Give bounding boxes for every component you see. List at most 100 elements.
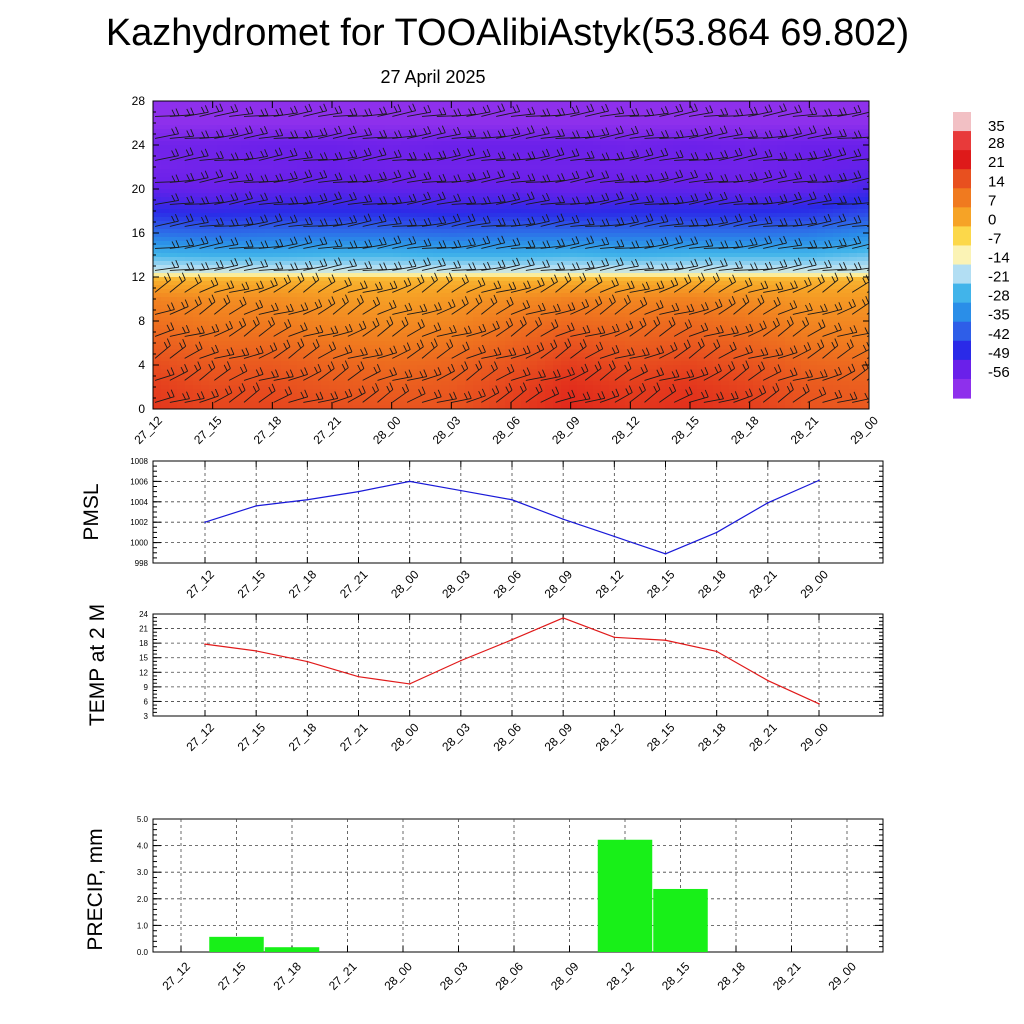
heat-cell [177,341,186,346]
heat-cell [313,185,322,190]
heat-cell [241,129,250,134]
heat-cell [185,381,194,386]
heat-cell [297,129,306,134]
heat-cell [169,137,178,142]
heat-cell [281,337,290,342]
heat-cell [369,301,378,306]
heat-cell [369,253,378,258]
heat-cell [513,273,522,278]
heat-cell [417,381,426,386]
heat-cell [457,249,466,254]
heat-cell [609,329,618,334]
heat-cell [305,305,314,310]
heat-cell [545,185,554,190]
heat-cell [425,393,434,398]
heat-cell [617,317,626,322]
heat-cell [609,193,618,198]
heat-cell [385,221,394,226]
heat-cell [177,277,186,282]
heat-cell [321,281,330,286]
heat-cell [561,369,570,374]
heat-cell [481,149,490,154]
heat-cell [321,361,330,366]
heat-cell [433,225,442,230]
heat-cell [441,345,450,350]
heat-cell [441,121,450,126]
heat-cell [561,273,570,278]
heat-cell [393,261,402,266]
heat-cell [601,193,610,198]
heat-cell [329,261,338,266]
heat-cell [593,117,602,122]
heat-cell [593,169,602,174]
heat-cell [665,165,674,170]
heat-cell [369,105,378,110]
heat-cell [545,325,554,330]
heat-cell [609,305,618,310]
heat-cell [513,149,522,154]
heat-cell [449,161,458,166]
heat-cell [193,285,202,290]
heat-cell [345,237,354,242]
heat-cell [193,173,202,178]
heat-cell [177,189,186,194]
heat-cell [649,405,658,409]
heat-cell [241,281,250,286]
heat-cell [665,213,674,218]
heat-cell [489,237,498,242]
heat-cell [489,353,498,358]
heat-cell [225,189,234,194]
heat-cell [617,393,626,398]
heat-cell [225,349,234,354]
heat-cell [633,197,642,202]
heat-cell [577,305,586,310]
heat-cell [257,225,266,230]
heat-cell [489,149,498,154]
heat-cell [561,169,570,174]
heat-cell [593,257,602,262]
heat-cell [305,365,314,370]
heat-cell [521,273,530,278]
heat-cell [353,325,362,330]
heat-cell [561,129,570,134]
heat-cell [193,405,202,409]
heat-cell [513,401,522,406]
heat-cell [577,249,586,254]
heat-cell [401,357,410,362]
heat-cell [177,313,186,318]
heat-cell [369,149,378,154]
heat-cell [265,309,274,314]
heat-cell [225,301,234,306]
heat-cell [281,257,290,262]
heat-cell [497,293,506,298]
heat-cell [217,213,226,218]
heat-cell [657,113,666,118]
heat-cell [505,157,514,162]
heat-cell [225,377,234,382]
heat-cell [561,145,570,150]
heat-cell [473,165,482,170]
heat-cell [193,217,202,222]
heat-cell [161,289,170,294]
heat-cell [201,193,210,198]
heat-cell [305,253,314,258]
heat-cell [177,257,186,262]
heat-cell [177,137,186,142]
heat-cell [409,357,418,362]
heat-cell [393,313,402,318]
heat-cell [169,337,178,342]
heat-cell [281,213,290,218]
heat-cell [409,361,418,366]
heat-cell [449,385,458,390]
heat-cell [193,181,202,186]
heat-cell [209,209,218,214]
heat-cell [345,165,354,170]
heat-cell [241,193,250,198]
heat-cell [201,225,210,230]
heat-cell [385,205,394,210]
heat-cell [217,161,226,166]
heat-cell [241,405,250,409]
heat-cell [545,369,554,374]
heat-cell [361,329,370,334]
heat-cell [281,389,290,394]
